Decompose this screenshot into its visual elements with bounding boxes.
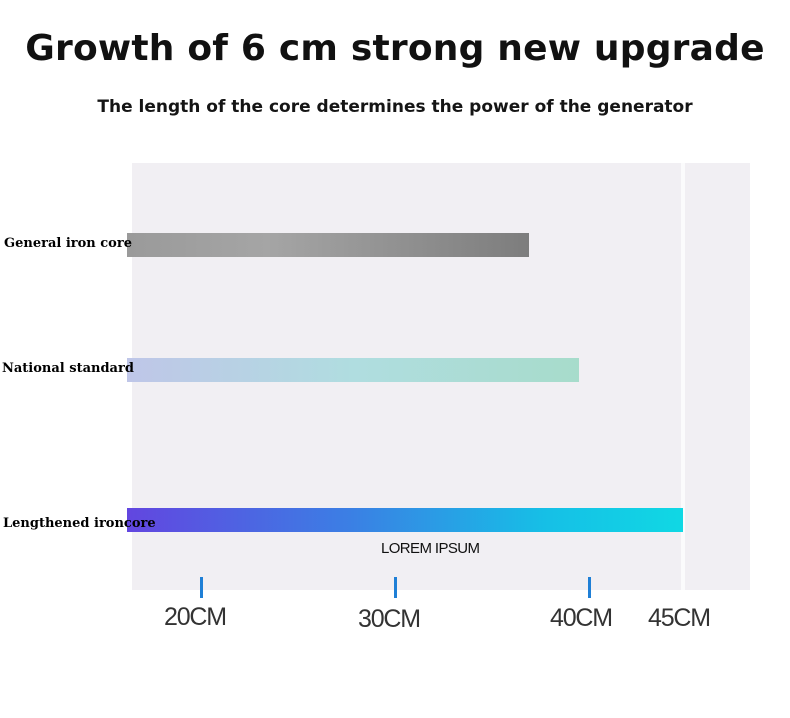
chart-annotation: LOREM IPSUM	[381, 540, 480, 557]
x-tick-mark	[394, 577, 397, 598]
plot-divider	[681, 163, 685, 590]
category-label: General iron core	[4, 236, 132, 251]
chart-title: Growth of 6 cm strong new upgrade	[25, 28, 765, 69]
category-label: National standard	[2, 361, 134, 376]
x-tick-label: 45CM	[648, 604, 711, 632]
chart-subtitle: The length of the core determines the po…	[97, 97, 693, 117]
x-tick-mark	[588, 577, 591, 598]
x-tick-label: 30CM	[358, 605, 421, 633]
bar-general-iron-core	[127, 233, 529, 257]
x-tick-label: 40CM	[550, 604, 613, 632]
x-tick-mark	[200, 577, 203, 598]
category-label: Lengthened ironcore	[3, 516, 156, 531]
bar-lengthened-ironcore	[127, 508, 683, 532]
x-tick-label: 20CM	[164, 603, 227, 631]
bar-national-standard	[127, 358, 580, 382]
